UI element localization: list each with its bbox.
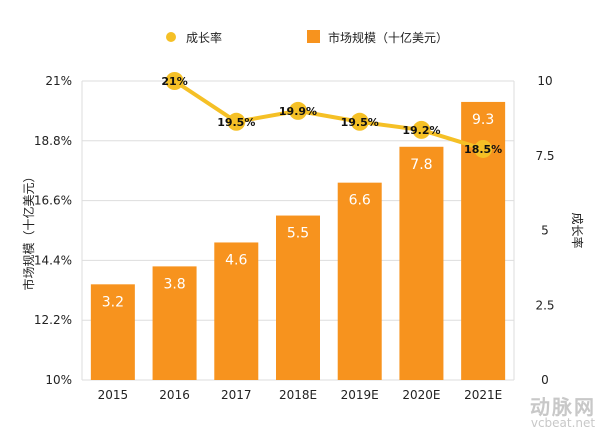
growth-label: 18.5% [464,143,502,156]
legend-market: 市场规模（十亿美元） [328,30,448,45]
legend-line-icon [166,32,176,42]
right-tick-label: 2.5 [535,298,554,312]
x-tick-label: 2018E [279,388,317,402]
left-tick-label: 16.6% [34,194,72,208]
bar [337,182,382,380]
growth-point [165,72,184,90]
left-tick-label: 21% [45,74,72,88]
growth-label: 19.5% [217,116,255,129]
left-tick-label: 12.2% [34,313,72,327]
growth-point [227,112,246,131]
watermark: 动脉网 vcbeat.net [530,395,596,430]
bar-label: 7.8 [410,157,432,173]
legend-bar-icon [307,30,320,43]
left-tick-label: 10% [45,373,72,387]
right-tick-label: 0 [541,373,549,387]
x-tick-label: 2015 [98,388,129,402]
bar [90,284,135,380]
right-tick-label: 7.5 [535,149,554,163]
left-axis-title: 市场规模（十亿美元） [21,170,36,290]
bar-label: 3.8 [163,276,185,292]
x-tick-label: 2019E [341,388,379,402]
bar-label: 9.3 [472,112,494,128]
bar [276,215,320,380]
growth-label: 19.5% [341,116,379,129]
bar-label: 4.6 [225,252,247,268]
bar [214,242,259,380]
growth-line [173,79,484,151]
bar-label: 6.6 [349,193,371,209]
right-tick-label: 10 [537,74,552,88]
left-tick-label: 18.8% [34,134,72,148]
right-tick-label: 5 [541,224,549,238]
x-tick-label: 2020E [402,388,440,402]
left-tick-label: 14.4% [34,253,72,267]
growth-point [289,101,307,120]
growth-label: 19.9% [279,105,317,118]
growth-label: 21% [161,75,187,88]
x-tick-label: 2021E [464,388,502,402]
bar-label: 5.5 [287,226,309,242]
bar [399,146,444,380]
growth-point [474,139,493,158]
x-tick-label: 2017 [221,388,252,402]
right-axis-title: 成长率 [570,212,585,248]
x-tick-label: 2016 [159,388,190,402]
growth-point [350,112,369,131]
bar [152,266,197,380]
growth-label: 19.2% [402,124,440,137]
bar-label: 3.2 [102,294,124,310]
growth-point [412,120,431,139]
legend-growth: 成长率 [186,30,222,45]
